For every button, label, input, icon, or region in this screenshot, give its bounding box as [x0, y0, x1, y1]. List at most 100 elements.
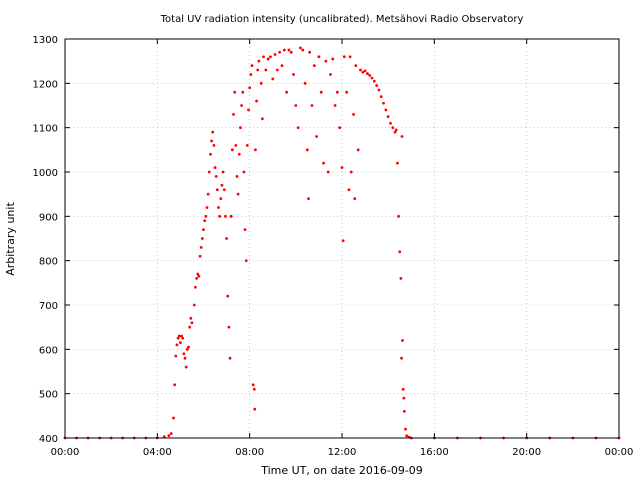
- data-point: [266, 57, 270, 61]
- chart-title: Total UV radiation intensity (uncalibrat…: [160, 14, 524, 25]
- data-point: [340, 166, 344, 169]
- x-tick-label: 12:00: [328, 447, 357, 458]
- data-point: [338, 126, 342, 130]
- data-point: [352, 112, 355, 116]
- data-point: [226, 294, 230, 298]
- data-point: [194, 285, 197, 289]
- data-point: [228, 356, 232, 360]
- data-point: [220, 183, 224, 187]
- data-point: [218, 214, 222, 218]
- data-point: [205, 206, 209, 209]
- data-point: [195, 277, 198, 280]
- data-point: [391, 126, 395, 130]
- data-point: [359, 68, 362, 72]
- data-point: [379, 95, 383, 99]
- y-tick-label: 400: [39, 434, 58, 445]
- ticks-layer: [64, 38, 620, 439]
- data-point: [189, 316, 193, 320]
- data-point: [271, 77, 275, 81]
- data-point: [234, 144, 238, 147]
- data-point: [264, 68, 268, 72]
- data-point: [206, 192, 210, 196]
- data-point: [342, 55, 346, 59]
- data-point: [331, 57, 335, 61]
- data-point: [347, 188, 351, 192]
- y-tick-label: 800: [39, 257, 58, 268]
- data-point: [333, 104, 337, 107]
- data-point: [222, 188, 226, 192]
- x-tick-label: 16:00: [420, 447, 449, 458]
- data-point: [233, 90, 237, 94]
- data-point: [199, 245, 203, 249]
- data-point: [396, 161, 399, 165]
- data-point: [370, 76, 374, 80]
- data-point: [179, 341, 182, 345]
- data-point: [211, 130, 215, 134]
- data-point: [227, 325, 231, 329]
- data-point: [400, 135, 404, 138]
- y-tick-label: 600: [39, 345, 58, 356]
- data-point: [404, 427, 407, 431]
- data-point: [273, 53, 277, 56]
- data-point: [185, 347, 189, 351]
- data-point: [172, 416, 175, 420]
- data-point: [241, 90, 245, 94]
- data-point: [240, 104, 243, 107]
- data-point: [254, 148, 257, 152]
- data-point: [292, 73, 295, 76]
- x-tick-label: 04:00: [143, 447, 172, 458]
- x-tick-label: 00:00: [605, 447, 634, 458]
- data-point: [253, 407, 257, 411]
- data-point: [296, 126, 300, 130]
- data-point: [372, 79, 376, 83]
- data-point: [301, 48, 305, 52]
- data-point: [260, 117, 264, 121]
- data-point: [365, 72, 369, 75]
- data-point: [317, 55, 321, 59]
- data-point: [248, 86, 252, 90]
- points-layer: [63, 46, 621, 440]
- data-point: [175, 343, 179, 347]
- data-point: [203, 219, 207, 223]
- data-point: [180, 334, 183, 338]
- data-point: [257, 59, 261, 63]
- data-point: [363, 69, 367, 73]
- data-point: [399, 277, 403, 280]
- data-point: [259, 81, 263, 85]
- data-point: [173, 383, 177, 387]
- data-point: [244, 259, 248, 263]
- data-point: [405, 434, 409, 438]
- data-point: [176, 336, 180, 340]
- data-point: [192, 303, 196, 307]
- data-point: [252, 387, 256, 391]
- data-point: [375, 84, 379, 87]
- data-point: [162, 435, 166, 439]
- data-point: [368, 73, 372, 77]
- data-point: [236, 192, 240, 196]
- data-point: [183, 356, 187, 360]
- data-point: [167, 434, 171, 438]
- data-point: [225, 237, 228, 240]
- data-point: [242, 170, 246, 174]
- data-point: [177, 334, 181, 338]
- data-point: [356, 148, 360, 152]
- data-point: [214, 175, 218, 178]
- data-point: [307, 197, 310, 201]
- data-point: [310, 104, 314, 107]
- data-point: [305, 148, 309, 152]
- data-point: [217, 206, 220, 209]
- data-point: [401, 387, 405, 391]
- data-point: [353, 197, 357, 201]
- data-point: [285, 90, 288, 94]
- data-point: [402, 396, 406, 400]
- data-point: [202, 228, 205, 232]
- x-tick-label: 00:00: [51, 447, 80, 458]
- y-tick-label: 1200: [33, 79, 58, 90]
- data-point: [181, 336, 185, 340]
- data-point: [187, 345, 190, 349]
- data-point: [393, 130, 397, 134]
- data-point: [319, 90, 323, 94]
- data-point: [341, 239, 345, 243]
- data-point: [322, 161, 325, 165]
